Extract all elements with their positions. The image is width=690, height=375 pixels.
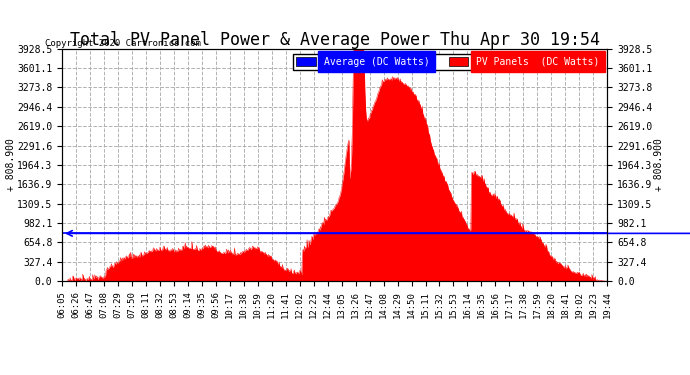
Text: Copyright 2020 Cartronics.com: Copyright 2020 Cartronics.com	[45, 39, 201, 48]
Y-axis label: + 808.900: + 808.900	[6, 139, 16, 191]
Legend: Average (DC Watts), PV Panels  (DC Watts): Average (DC Watts), PV Panels (DC Watts)	[293, 54, 602, 70]
Y-axis label: + 808.900: + 808.900	[653, 139, 664, 191]
Title: Total PV Panel Power & Average Power Thu Apr 30 19:54: Total PV Panel Power & Average Power Thu…	[70, 31, 600, 49]
